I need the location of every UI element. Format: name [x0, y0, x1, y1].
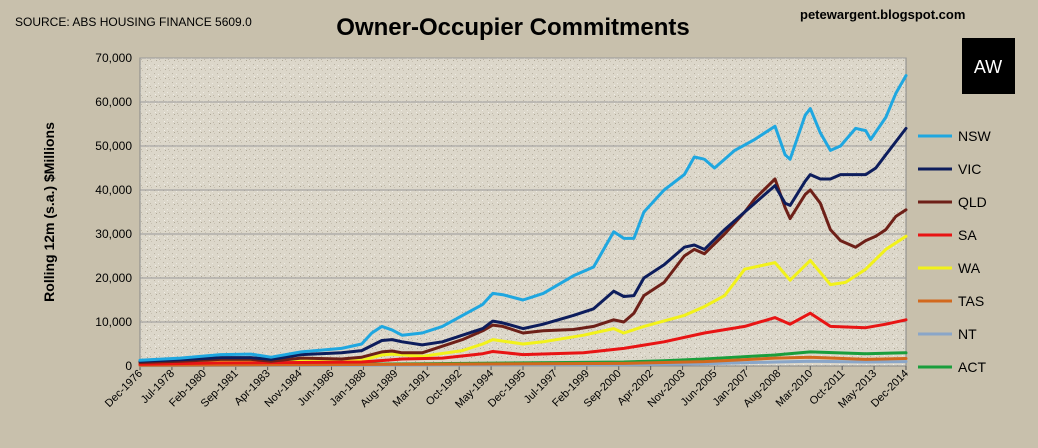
y-axis: 0 10,000 20,000 30,000 40,000 50,000 60,000 70,… — [95, 51, 132, 373]
y-axis-label: Rolling 12m (s.a.) $Millions — [41, 122, 57, 302]
series-line-qld — [138, 177, 908, 364]
x-tick-label: Dec-1976 — [103, 368, 145, 410]
x-axis: Dec-1976Jul-1978Feb-1980Sep-1981Apr-1983… — [103, 366, 911, 411]
legend-label: ACT — [958, 359, 986, 375]
logo: AW — [962, 38, 1015, 94]
gridlines — [140, 57, 906, 323]
y-tick-label: 30,000 — [95, 227, 132, 241]
y-tick-label: 10,000 — [95, 315, 132, 329]
blog-label: petewargent.blogspot.com — [800, 7, 965, 22]
legend: NSW VIC QLD SA WA TAS NT ACT — [918, 128, 991, 375]
legend-label: NT — [958, 326, 977, 342]
logo-box — [962, 38, 1015, 94]
chart-title: Owner-Occupier Commitments — [336, 14, 689, 41]
legend-label: VIC — [958, 161, 981, 177]
legend-label: SA — [958, 227, 977, 243]
source-label: SOURCE: ABS HOUSING FINANCE 5609.0 — [15, 15, 252, 29]
series-line-nsw — [138, 74, 908, 362]
legend-label: WA — [958, 260, 981, 276]
legend-label: TAS — [958, 293, 984, 309]
plot-area — [139, 57, 907, 367]
series-line-tas — [138, 355, 908, 367]
y-tick-label: 60,000 — [95, 95, 132, 109]
logo-text: AW — [974, 57, 1002, 77]
y-tick-label: 40,000 — [95, 183, 132, 197]
series-line-vic — [138, 126, 908, 363]
series-line-sa — [138, 311, 908, 366]
y-tick-label: 0 — [125, 359, 132, 373]
y-tick-label: 70,000 — [95, 51, 132, 65]
legend-label: QLD — [958, 194, 987, 210]
series-line-wa — [138, 234, 908, 365]
y-tick-label: 20,000 — [95, 271, 132, 285]
y-tick-label: 50,000 — [95, 139, 132, 153]
legend-label: NSW — [958, 128, 991, 144]
series-lines — [138, 74, 908, 368]
